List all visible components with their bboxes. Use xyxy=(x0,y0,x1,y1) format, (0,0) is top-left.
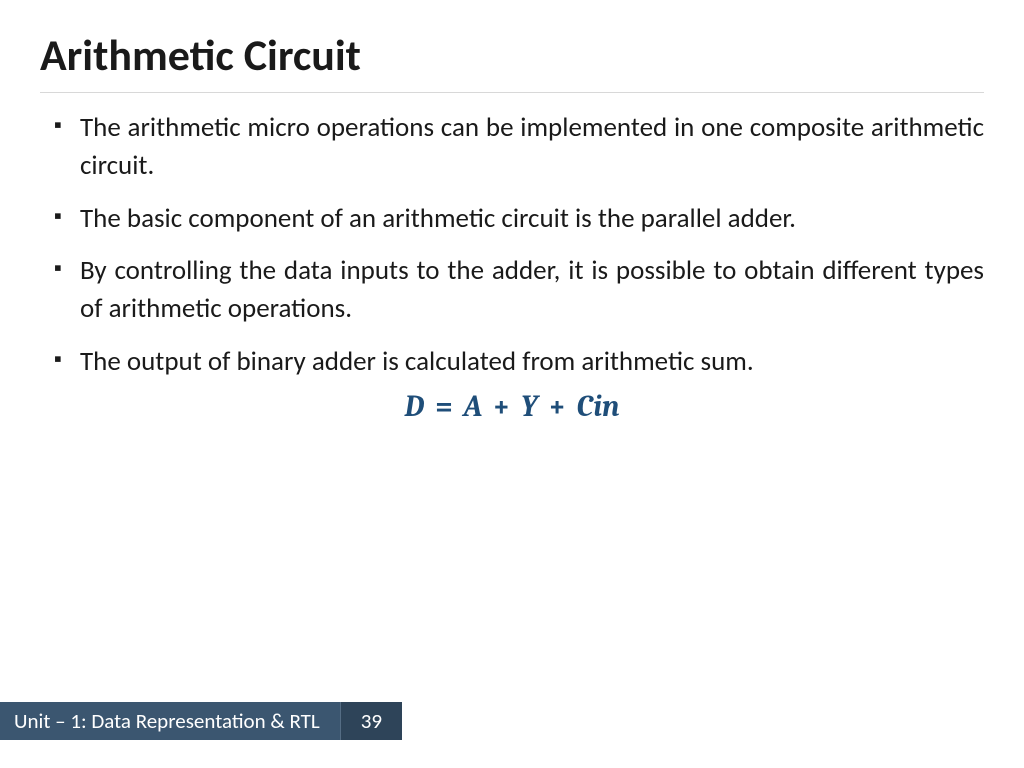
footer-page-number: 39 xyxy=(340,702,402,740)
equals-sign: = xyxy=(431,389,457,424)
equation: D = A + Y + Cin xyxy=(40,389,984,424)
plus-sign: + xyxy=(488,389,514,424)
bullet-item: The output of binary adder is calculated… xyxy=(54,343,984,381)
equation-term: A xyxy=(463,389,481,424)
bullet-item: The arithmetic micro operations can be i… xyxy=(54,109,984,186)
slide-title: Arithmetic Circuit xyxy=(40,28,984,93)
plus-sign: + xyxy=(544,389,570,424)
footer-unit-label: Unit – 1: Data Representation & RTL xyxy=(0,702,340,740)
equation-term: Y xyxy=(521,389,538,424)
bullet-item: The basic component of an arithmetic cir… xyxy=(54,200,984,238)
slide-footer: Unit – 1: Data Representation & RTL 39 xyxy=(0,702,402,740)
bullet-list: The arithmetic micro operations can be i… xyxy=(40,109,984,381)
equation-lhs: D xyxy=(404,389,424,424)
slide-content: Arithmetic Circuit The arithmetic micro … xyxy=(0,0,1024,424)
equation-term: Cin xyxy=(577,389,620,424)
bullet-item: By controlling the data inputs to the ad… xyxy=(54,252,984,329)
